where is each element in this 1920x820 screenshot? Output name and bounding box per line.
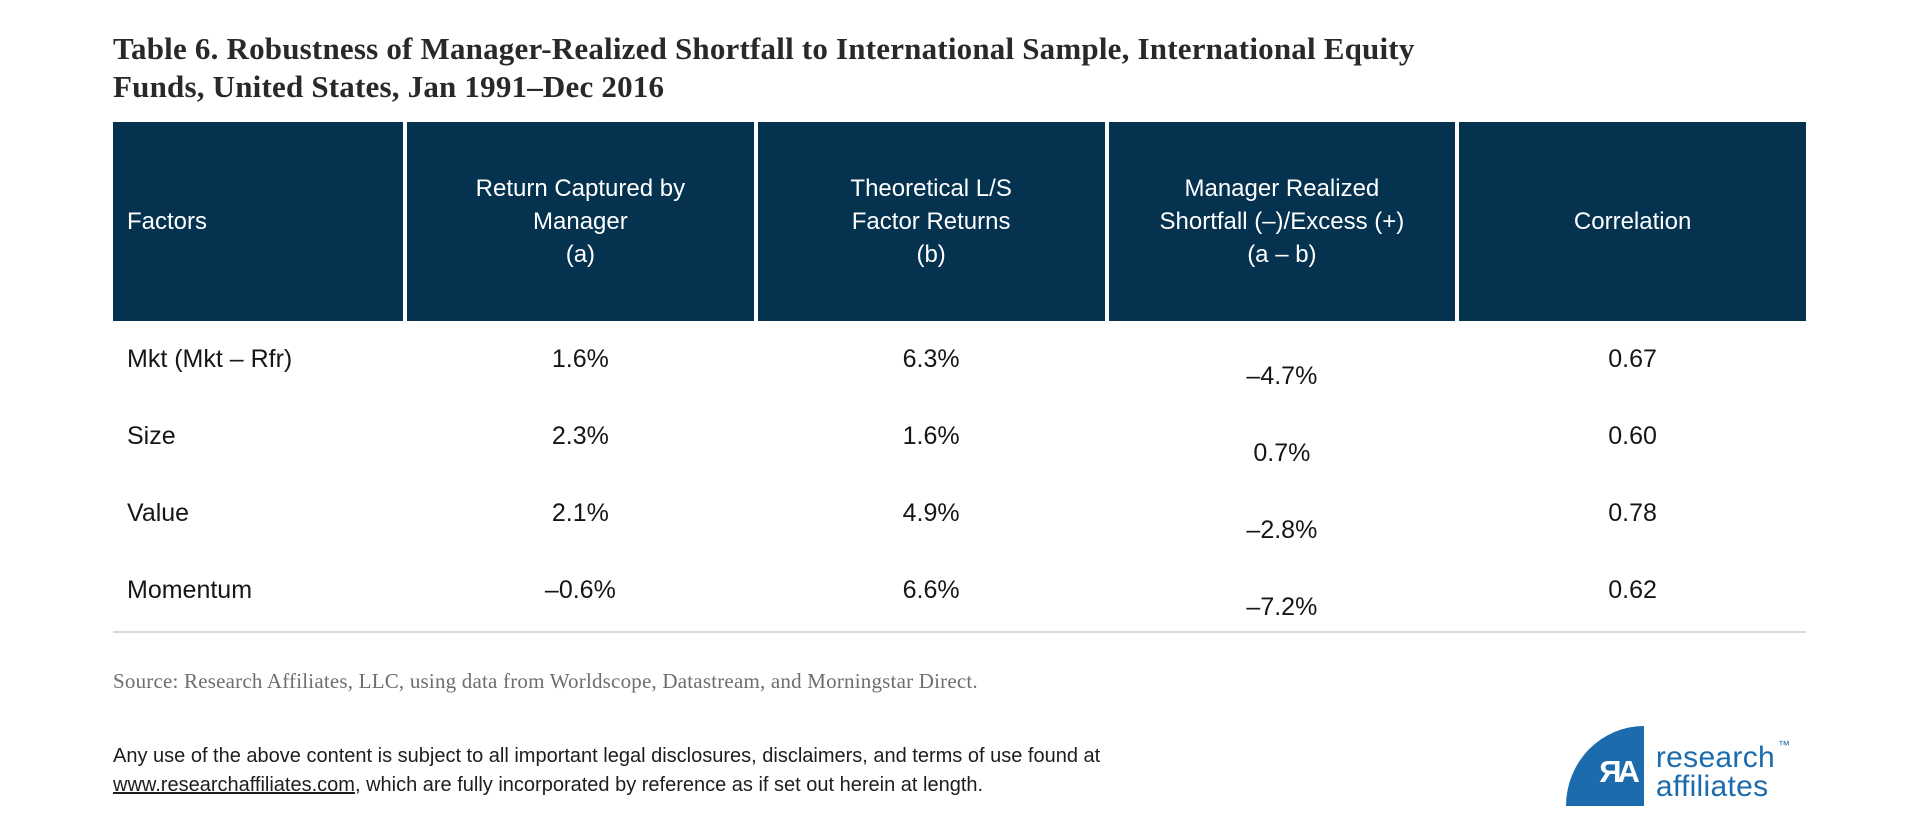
table-row: Value 2.1% 4.9% –2.8% 0.78: [113, 475, 1806, 552]
header-line: Factors: [127, 208, 208, 235]
cell-factor: Size: [127, 422, 176, 450]
table-body: Mkt (Mkt – Rfr) 1.6% 6.3% –4.7% 0.67 Siz…: [113, 321, 1806, 629]
header-line: (b): [916, 241, 946, 268]
table-row: Size 2.3% 1.6% 0.7% 0.60: [113, 398, 1806, 475]
page: Table 6. Robustness of Manager-Realized …: [113, 0, 1806, 806]
cell-factor: Mkt (Mkt – Rfr): [127, 345, 293, 373]
logo-word-research: research ™: [1655, 731, 1790, 774]
table-row: Momentum –0.6% 6.6% –7.2% 0.62: [113, 552, 1806, 629]
source-note: Source: Research Affiliates, LLC, using …: [113, 669, 978, 693]
title-line-2: Funds, United States, Jan 1991–Dec 2016: [113, 69, 665, 104]
research-affiliates-logo: ЯA research ™ affiliates: [1565, 726, 1790, 806]
cell-correlation: 0.62: [1608, 576, 1657, 604]
cell-correlation: 0.78: [1608, 499, 1657, 527]
column-header-theoretical-ls: Theoretical L/S Factor Returns (b): [757, 122, 1105, 321]
column-header-return-captured: Return Captured by Manager (a): [407, 122, 754, 321]
column-header-factors: Factors: [113, 122, 403, 321]
logo-wordmark: research ™ affiliates: [1655, 731, 1790, 803]
column-header-shortfall: Manager Realized Shortfall (–)/Excess (+…: [1108, 122, 1456, 321]
cell-correlation: 0.60: [1608, 422, 1657, 450]
header-line: Manager Realized: [1184, 175, 1380, 202]
cell-factor: Value: [127, 499, 190, 527]
cell-return-captured: 1.6%: [551, 345, 609, 373]
header-line: Manager: [533, 208, 628, 235]
cell-theoretical-ls: 4.9%: [902, 499, 960, 527]
header-line: Shortfall (–)/Excess (+): [1159, 208, 1405, 235]
cell-shortfall: –4.7%: [1246, 362, 1318, 390]
column-header-correlation: Correlation: [1459, 122, 1806, 321]
cell-return-captured: 2.1%: [551, 499, 609, 527]
page-title: Table 6. Robustness of Manager-Realized …: [113, 30, 1806, 106]
header-line: Correlation: [1573, 208, 1692, 235]
title-line-1: Table 6. Robustness of Manager-Realized …: [113, 31, 1415, 66]
header-line: Factor Returns: [851, 208, 1011, 235]
research-affiliates-link[interactable]: www.researchaffiliates.com: [113, 774, 355, 796]
disclaimer-text-2: , which are fully incorporated by refere…: [354, 774, 984, 796]
legal-disclaimer: Any use of the above content is subject …: [113, 742, 1100, 800]
table-bottom-divider: [113, 631, 1806, 633]
cell-return-captured: 2.3%: [551, 422, 609, 450]
logo-word-affiliates: affiliates: [1655, 770, 1769, 803]
cell-factor: Momentum: [127, 576, 253, 604]
disclaimer-text-1: Any use of the above content is subject …: [113, 745, 1101, 767]
header-line: Theoretical L/S: [850, 175, 1012, 202]
cell-shortfall: –2.8%: [1246, 516, 1318, 544]
ra-logo-icon: ЯA: [1565, 726, 1644, 806]
header-line: (a – b): [1247, 241, 1317, 268]
cell-theoretical-ls: 6.6%: [902, 576, 960, 604]
cell-theoretical-ls: 6.3%: [902, 345, 960, 373]
cell-shortfall: –7.2%: [1246, 593, 1318, 621]
cell-correlation: 0.67: [1608, 345, 1657, 373]
ra-monogram: ЯA: [1599, 754, 1640, 789]
header-line: (a): [565, 241, 596, 268]
footer: Any use of the above content is subject …: [113, 726, 1806, 806]
cell-return-captured: –0.6%: [544, 576, 616, 604]
cell-shortfall: 0.7%: [1253, 439, 1311, 467]
cell-theoretical-ls: 1.6%: [902, 422, 960, 450]
header-line: Return Captured by: [475, 175, 686, 202]
table-row: Mkt (Mkt – Rfr) 1.6% 6.3% –4.7% 0.67: [113, 321, 1806, 398]
table-header-row: Factors Return Captured by Manager (a) T…: [113, 122, 1806, 321]
logo-word-research-text: research: [1655, 741, 1775, 774]
trademark-symbol: ™: [1778, 738, 1790, 752]
